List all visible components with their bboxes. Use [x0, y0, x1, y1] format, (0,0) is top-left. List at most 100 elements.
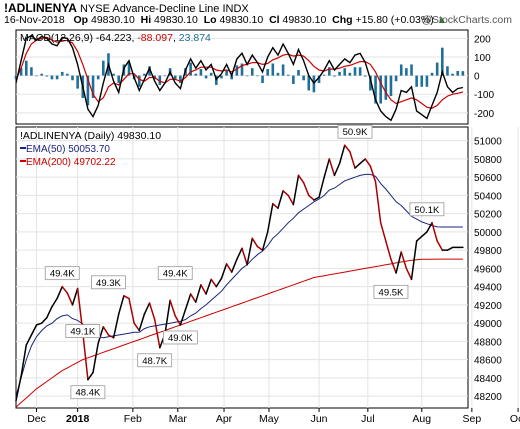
price-line-segment [405, 267, 413, 281]
annotation-label: 50.9K [343, 127, 368, 138]
price-line-segment [179, 308, 187, 326]
price-line-segment [66, 292, 74, 306]
annotation-box [44, 266, 80, 281]
price-line-segment [374, 180, 382, 224]
macd-histogram-bar [91, 75, 95, 98]
macd-panel: 200 100 0 -100 -200 MACD(12,26,9) -64.223, -8… [14, 29, 494, 125]
macd-histogram-bar [297, 70, 300, 76]
macd-histogram-bar [286, 74, 290, 76]
macd-histogram-bar [137, 75, 141, 87]
annotation-box [373, 284, 409, 299]
change-value: +15.80 (+0.03%) [355, 14, 434, 26]
macd-legend-histogram-value: 23.874 [179, 32, 211, 44]
macd-histogram-bar [446, 66, 449, 76]
annotation-label: 48.4K [75, 388, 100, 399]
price-line-segment [205, 278, 212, 295]
price-ytick-label: 49600 [474, 264, 502, 275]
ema50-legend-label: EMA(50) 50053.70 [26, 144, 110, 155]
price-line-segment [195, 284, 202, 303]
price-line-segment [323, 158, 331, 178]
macd-histogram-bar [55, 75, 59, 80]
annotation-label: 49.5K [379, 287, 404, 298]
price-line-segment [61, 285, 69, 294]
price-line-segment [30, 324, 38, 336]
macd-histogram-bar [435, 62, 439, 76]
macd-legend: MACD(12,26,9) -64.223, -88.097, 23.874 [20, 32, 211, 44]
annotation-box [162, 330, 198, 345]
x-tick-label: Aug [412, 413, 431, 425]
high-value: 49830.10 [154, 14, 198, 26]
macd-histogram-bar [256, 75, 259, 77]
price-ytick-label: 49400 [474, 283, 502, 294]
macd-histogram-bar [374, 75, 377, 104]
ema200-legend-label: EMA(200) 49702.22 [26, 157, 116, 168]
annotation-box [91, 275, 126, 290]
annotation-label: 49.4K [50, 269, 75, 280]
price-line-segment [87, 371, 94, 381]
price-line-segment [343, 144, 351, 153]
macd-histogram-bar [127, 62, 131, 76]
x-tick-label: Dec [27, 413, 46, 425]
change-label: Chg [332, 14, 353, 26]
chart-title-line: !ADLINENYA NYSE Advance-Decline Line IND… [4, 1, 249, 15]
macd-histogram-bar [194, 73, 198, 76]
price-line-segment [308, 194, 315, 201]
price-line-segment [164, 299, 171, 335]
macd-ytick-label: -200 [474, 109, 494, 120]
price-line-segment [200, 284, 207, 295]
macd-histogram-bar [328, 67, 331, 76]
price-ytick-label: 51000 [474, 137, 502, 148]
price-line-segment [261, 231, 269, 251]
macd-histogram-bar [173, 75, 177, 80]
macd-histogram-bar [343, 68, 347, 76]
macd-histogram-bar [399, 64, 403, 76]
quote-line: 16-Nov-2018 Op 49830.10 Hi 49830.10 Lo 4… [4, 14, 447, 26]
price-line-segment [390, 258, 397, 274]
price-line-segment [364, 158, 372, 167]
price-ytick-label: 50400 [474, 191, 502, 202]
price-line-segment [379, 222, 387, 242]
x-tick-label: Mar [169, 413, 188, 425]
annotation-label: 49.3K [96, 278, 121, 289]
price-line-segment [236, 247, 243, 261]
price-line-segment [410, 240, 418, 281]
price-line-segment [40, 316, 48, 324]
macd-histogram-bar [456, 70, 460, 76]
price-line-segment [46, 305, 53, 319]
x-tick-label: Jul [361, 413, 374, 425]
price-line-segment [133, 322, 141, 332]
annotation-box [65, 324, 101, 338]
x-tick-label: Jun [311, 413, 328, 425]
macd-histogram-bar [30, 67, 33, 76]
price-line-segment [189, 293, 197, 303]
stockcharts-logo: @StockCharts.com [421, 14, 512, 26]
macd-histogram-bar [266, 69, 269, 76]
macd-histogram-bar [19, 68, 23, 76]
price-line-segment [431, 222, 438, 242]
x-tick-label: Apr [216, 413, 233, 425]
macd-histogram-bar [96, 75, 100, 80]
price-line-segment [71, 287, 79, 306]
macd-histogram-bar [338, 71, 341, 76]
x-tick-label: 2018 [66, 413, 90, 425]
macd-histogram-bar [425, 75, 429, 87]
macd-histogram-bar [441, 47, 444, 76]
macd-histogram-bar [302, 75, 305, 81]
price-line-segment [174, 315, 182, 326]
open-label: Op [73, 14, 89, 26]
annotation-box [137, 353, 173, 368]
macd-histogram-bar [348, 72, 352, 76]
macd-histogram-bar [394, 75, 398, 82]
macd-histogram-bar [199, 69, 203, 76]
price-line-segment [333, 162, 341, 177]
price-line-segment [287, 194, 295, 206]
price-line-segment [210, 278, 218, 288]
close-label: Cl [269, 14, 280, 26]
macd-ytick-label: 0 [474, 72, 480, 83]
price-line-segment [184, 293, 192, 311]
macd-histogram-bar [112, 73, 115, 76]
macd-ytick-label: 100 [474, 53, 491, 64]
price-line-segment [220, 263, 228, 280]
price-line-segment [251, 237, 259, 248]
